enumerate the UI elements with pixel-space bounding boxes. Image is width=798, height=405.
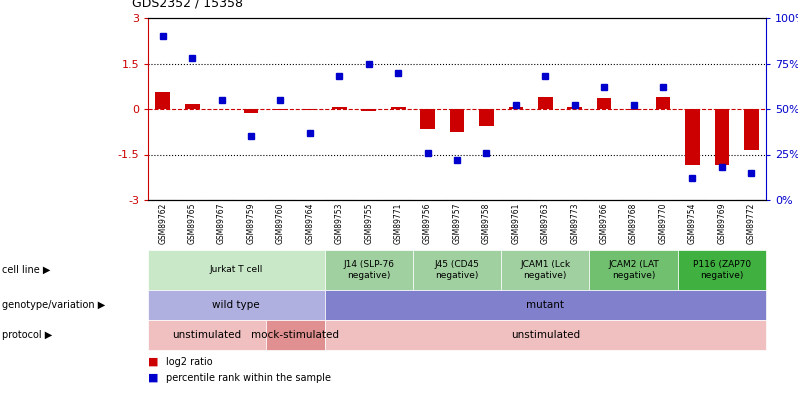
Bar — [538, 97, 553, 109]
Bar — [185, 104, 200, 109]
Bar — [626, 109, 641, 110]
Text: GDS2352 / 15358: GDS2352 / 15358 — [132, 0, 243, 10]
Bar — [656, 98, 670, 109]
Bar — [567, 107, 582, 109]
Bar — [449, 109, 464, 132]
Text: JCAM1 (Lck
negative): JCAM1 (Lck negative) — [520, 260, 571, 280]
Text: cell line ▶: cell line ▶ — [2, 265, 50, 275]
Bar — [479, 109, 494, 126]
Text: log2 ratio: log2 ratio — [165, 357, 212, 367]
Bar — [714, 109, 729, 165]
Text: JCAM2 (LAT
negative): JCAM2 (LAT negative) — [608, 260, 659, 280]
Bar — [597, 98, 611, 109]
Bar — [744, 109, 759, 150]
Text: protocol ▶: protocol ▶ — [2, 330, 52, 340]
Bar — [391, 107, 405, 109]
Bar — [361, 109, 376, 111]
Bar — [302, 109, 318, 110]
Text: unstimulated: unstimulated — [172, 330, 242, 340]
Text: ■: ■ — [148, 357, 159, 367]
Text: percentile rank within the sample: percentile rank within the sample — [165, 373, 330, 383]
Bar — [332, 107, 346, 109]
Bar — [243, 109, 259, 113]
Bar — [156, 92, 170, 109]
Text: J14 (SLP-76
negative): J14 (SLP-76 negative) — [343, 260, 394, 280]
Bar — [508, 107, 523, 109]
Text: Jurkat T cell: Jurkat T cell — [210, 266, 263, 275]
Text: mutant: mutant — [527, 300, 564, 310]
Text: mock-stimulated: mock-stimulated — [251, 330, 339, 340]
Text: J45 (CD45
negative): J45 (CD45 negative) — [435, 260, 480, 280]
Text: P116 (ZAP70
negative): P116 (ZAP70 negative) — [693, 260, 751, 280]
Text: ■: ■ — [148, 373, 159, 383]
Bar — [685, 109, 700, 165]
Bar — [273, 109, 288, 110]
Text: genotype/variation ▶: genotype/variation ▶ — [2, 300, 105, 310]
Text: unstimulated: unstimulated — [511, 330, 580, 340]
Text: wild type: wild type — [212, 300, 260, 310]
Bar — [421, 109, 435, 129]
